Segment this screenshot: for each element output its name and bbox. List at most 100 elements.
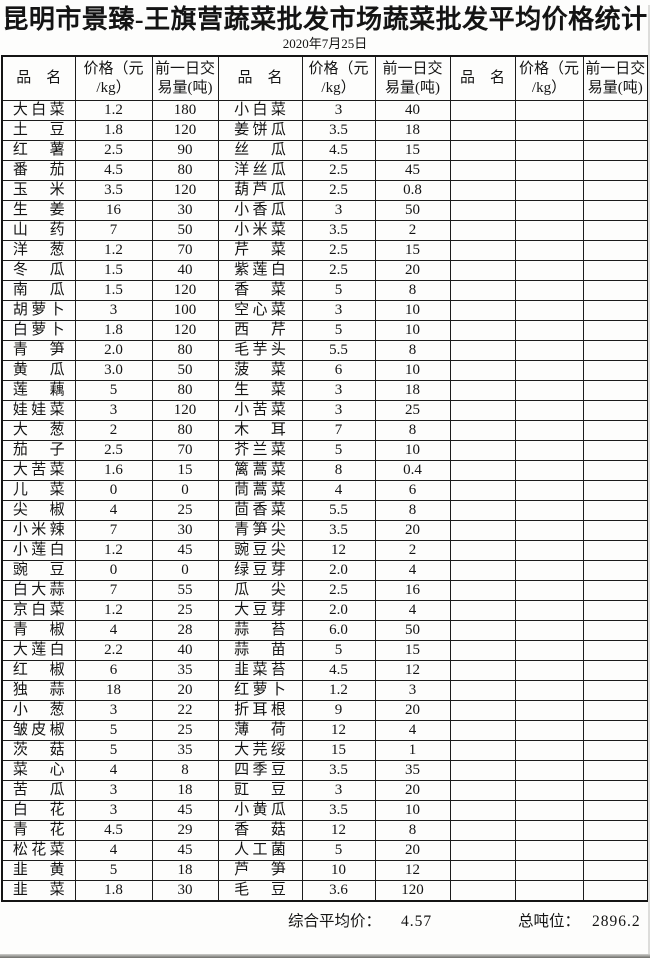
volume-cell: [582, 540, 649, 561]
volume-cell: 4: [374, 720, 451, 741]
price-cell: [514, 640, 584, 661]
product-name: 西芹: [234, 322, 286, 338]
product-name: 洋葱: [12, 242, 65, 258]
product-name-cell: 豇豆: [217, 780, 303, 801]
price-cell: 4: [74, 500, 153, 521]
volume-cell: 18: [151, 860, 219, 881]
volume-cell: 0.4: [374, 460, 451, 481]
price-cell: [514, 400, 584, 421]
product-name: 山药: [12, 222, 65, 238]
price-cell: 9: [301, 700, 376, 721]
table-row: 皱皮椒 5 25 薄荷 12 4: [1, 720, 649, 741]
price-cell: 16: [74, 200, 153, 221]
report-date: 2020年7月25日: [282, 36, 368, 51]
price-cell: 3.6: [301, 880, 376, 902]
price-cell: [514, 880, 584, 902]
price-table-body: 大白菜 1.2 180 小白菜 3 40 土豆 1.8 120 姜饼瓜 3.5 18 红薯 2.5 90 丝瓜…: [1, 100, 649, 902]
product-name: 木耳: [234, 422, 286, 438]
average-price-value: 4.57: [401, 913, 433, 930]
volume-cell: 20: [151, 680, 219, 701]
volume-cell: 25: [151, 600, 219, 621]
price-cell: 5: [301, 440, 376, 461]
product-name-cell: [449, 820, 516, 841]
product-name: 毛豆: [234, 882, 286, 898]
volume-cell: [582, 680, 649, 701]
product-name-cell: 毛芋头: [217, 340, 303, 361]
product-name-cell: 红薯: [1, 140, 76, 161]
product-name: 青笋尖: [234, 522, 286, 538]
table-row: 京白菜 1.2 25 大豆芽 2.0 4: [1, 600, 649, 621]
volume-cell: 28: [151, 620, 219, 641]
price-cell: 4: [74, 760, 153, 781]
price-cell: 3.5: [301, 220, 376, 241]
volume-cell: 6: [374, 480, 451, 501]
product-name: 韭菜苔: [234, 662, 286, 678]
price-cell: [514, 180, 584, 201]
price-cell: [514, 840, 584, 861]
product-name-cell: 蒜苔: [217, 620, 303, 641]
price-cell: 2: [74, 420, 153, 441]
volume-cell: 8: [374, 500, 451, 521]
product-name-cell: 茨菇: [1, 740, 76, 761]
product-name-cell: 小葱: [1, 700, 76, 721]
price-cell: [514, 780, 584, 801]
price-cell: [514, 280, 584, 301]
product-name-cell: [449, 780, 516, 801]
product-name: 青花: [12, 822, 65, 838]
price-cell: 1.6: [74, 460, 153, 481]
volume-cell: [582, 400, 649, 421]
product-name-cell: 空心菜: [217, 300, 303, 321]
volume-cell: 20: [374, 520, 451, 541]
product-name-cell: 大苦菜: [1, 460, 76, 481]
table-row: 黄瓜 3.0 50 菠菜 6 10: [1, 360, 649, 381]
product-name: 娃娃菜: [12, 402, 65, 418]
product-name-cell: 小米菜: [217, 220, 303, 241]
product-name-cell: 蒜苗: [217, 640, 303, 661]
price-cell: 0: [74, 560, 153, 581]
product-name: 小米辣: [12, 522, 65, 538]
volume-cell: 70: [151, 440, 219, 461]
product-name: 玉米: [12, 182, 65, 198]
price-cell: 0: [74, 480, 153, 501]
product-name-cell: 菠菜: [217, 360, 303, 381]
volume-cell: 0: [151, 480, 219, 501]
volume-cell: 12: [374, 660, 451, 681]
product-name-cell: [449, 160, 516, 181]
product-name-cell: 红椒: [1, 660, 76, 681]
volume-cell: [582, 340, 649, 361]
product-name-cell: 大豆芽: [217, 600, 303, 621]
product-name-cell: 娃娃菜: [1, 400, 76, 421]
scan-page-edge: [0, 954, 650, 958]
product-name-cell: 生姜: [1, 200, 76, 221]
volume-cell: 40: [151, 260, 219, 281]
price-cell: 1.5: [74, 280, 153, 301]
table-row: 青椒 4 28 蒜苔 6.0 50: [1, 620, 649, 641]
table-row: 胡萝卜 3 100 空心菜 3 10: [1, 300, 649, 321]
table-row: 苦瓜 3 18 豇豆 3 20: [1, 780, 649, 801]
price-cell: [514, 480, 584, 501]
product-name-cell: 小黄瓜: [217, 800, 303, 821]
table-row: 大葱 2 80 木耳 7 8: [1, 420, 649, 441]
price-cell: 7: [301, 420, 376, 441]
product-name: 绿豆芽: [234, 562, 286, 578]
price-cell: 5.5: [301, 340, 376, 361]
product-name: 白大蒜: [12, 582, 65, 598]
table-row: 红薯 2.5 90 丝瓜 4.5 15: [1, 140, 649, 161]
product-name: 芥兰菜: [234, 442, 286, 458]
volume-cell: 1: [374, 740, 451, 761]
volume-cell: 29: [151, 820, 219, 841]
volume-cell: 120: [151, 180, 219, 201]
product-name: 香菜: [234, 282, 286, 298]
volume-cell: [582, 280, 649, 301]
product-name-cell: 胡萝卜: [1, 300, 76, 321]
product-name-cell: [449, 720, 516, 741]
product-name: 京白菜: [12, 602, 65, 618]
volume-cell: 90: [151, 140, 219, 161]
product-name-cell: 独蒜: [1, 680, 76, 701]
product-name: 瓜尖: [234, 582, 286, 598]
product-name: 篱蒿菜: [234, 462, 286, 478]
price-cell: [514, 860, 584, 881]
product-name-cell: 木耳: [217, 420, 303, 441]
price-cell: [514, 240, 584, 261]
price-cell: 10: [301, 860, 376, 881]
